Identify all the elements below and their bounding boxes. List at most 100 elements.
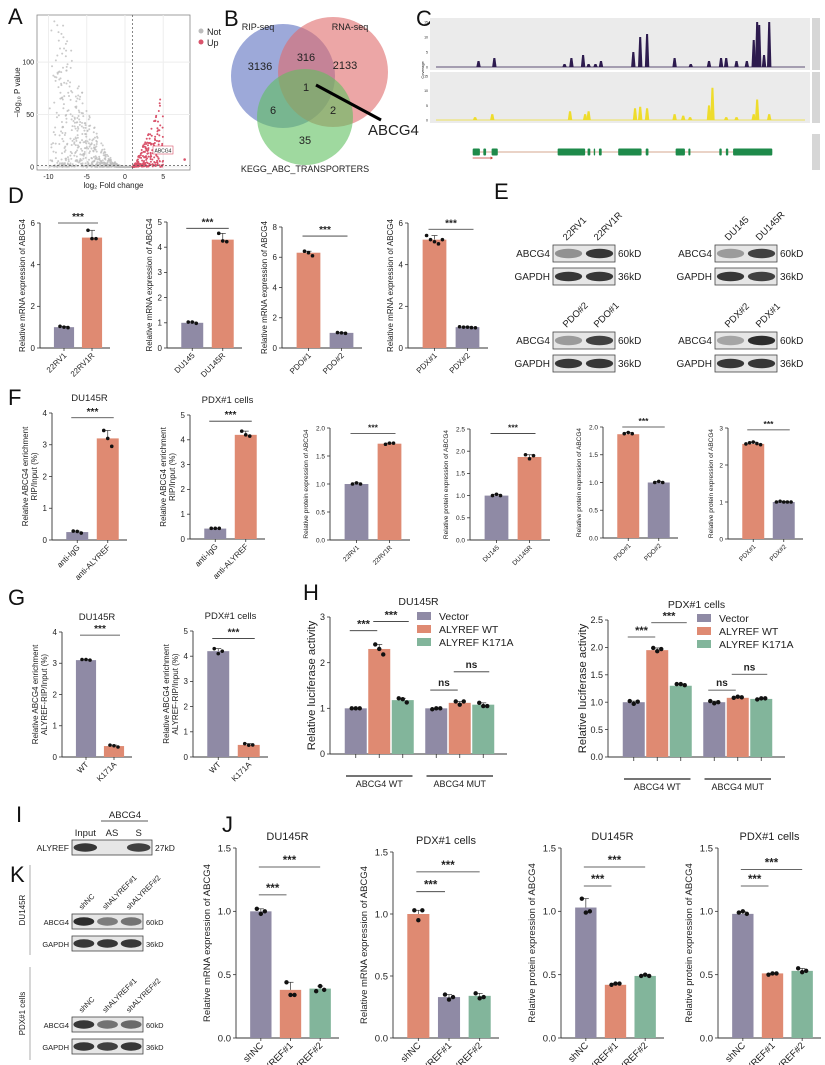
point-not — [81, 133, 84, 136]
point-not — [63, 163, 66, 166]
group-label: ABCG4 WT — [356, 779, 404, 789]
point-not — [78, 98, 81, 101]
data-point — [766, 972, 771, 977]
chart-f-8: 0.0 0.5 1.0 1.5 2.0 Relative protein expressi… — [576, 416, 678, 562]
data-point — [457, 324, 462, 329]
point-not — [78, 123, 81, 126]
point-not — [74, 95, 77, 98]
data-point — [803, 968, 809, 974]
bar — [750, 698, 773, 757]
point-not — [81, 153, 84, 156]
point-not — [84, 156, 87, 159]
y-axis-label: Relative mRNA expression of ABCG4 — [260, 220, 269, 353]
point-not — [72, 138, 75, 141]
data-point — [736, 910, 742, 915]
data-point — [781, 500, 786, 504]
point-up — [161, 115, 164, 118]
bar — [296, 252, 321, 348]
region-count: 6 — [270, 105, 276, 117]
point-not — [51, 65, 54, 68]
point-not — [50, 29, 53, 32]
chart-title: PDX#1 cells — [205, 611, 257, 622]
coverage-peak — [562, 64, 567, 67]
significance-label: ns — [716, 678, 728, 689]
point-not — [59, 77, 62, 80]
y-tick-label: 4 — [158, 243, 163, 252]
point-not — [95, 143, 98, 146]
bar — [669, 685, 692, 757]
y-tick-label: 8 — [273, 223, 278, 232]
coverage-peak — [744, 61, 750, 67]
lane-label: PDO#1 — [592, 300, 622, 330]
band — [554, 248, 583, 259]
data-point — [622, 431, 627, 436]
point-not — [84, 132, 87, 135]
data-point — [288, 992, 293, 998]
point-not — [57, 39, 60, 42]
bar — [437, 997, 461, 1038]
x-tick-label: anti-IgG — [193, 542, 219, 568]
significance-label: *** — [608, 855, 622, 867]
point-up — [159, 165, 162, 168]
chart-g-10: 0 1 2 3 4 Relative ABCG4 enrichment ALYREF-RIP… — [31, 612, 132, 783]
point-not — [60, 32, 63, 35]
significance-label: *** — [748, 874, 762, 886]
significance-label: *** — [385, 610, 399, 622]
data-point — [587, 909, 593, 914]
point-not — [93, 144, 96, 147]
size-label: 36kD — [146, 940, 164, 949]
point-not — [76, 149, 79, 152]
x-tick-label: WT — [75, 760, 90, 775]
band — [554, 335, 583, 346]
point-not — [63, 147, 66, 150]
band — [747, 358, 776, 369]
point-up — [137, 160, 140, 163]
data-point — [105, 436, 110, 441]
data-point — [434, 706, 439, 711]
point-not — [83, 129, 86, 132]
bar — [468, 995, 491, 1038]
point-not — [98, 158, 101, 161]
coverage-peak — [724, 117, 729, 120]
y-axis-label: Relative protein expression of ABCG4 — [576, 428, 583, 537]
protein-label: GAPDH — [42, 1043, 69, 1052]
point-not — [112, 165, 115, 168]
x-tick-label: PDX#1 — [738, 543, 758, 563]
point-not — [58, 165, 61, 168]
data-point — [751, 440, 756, 444]
point-not — [61, 152, 64, 155]
point-not — [106, 161, 109, 164]
y-tick-label: 2 — [43, 472, 48, 481]
point-up — [153, 161, 156, 164]
data-point — [335, 330, 340, 335]
point-not — [64, 114, 67, 117]
band — [120, 939, 142, 948]
point-not — [77, 161, 80, 164]
y-tick-label: 0 — [158, 344, 163, 353]
bar — [344, 484, 369, 540]
significance-label: *** — [441, 860, 455, 872]
point-not — [67, 158, 70, 161]
point-not — [73, 121, 76, 124]
bar — [75, 660, 97, 757]
legend-dot — [198, 28, 204, 34]
point-not — [94, 148, 97, 151]
bar — [772, 502, 795, 539]
point-not — [84, 124, 87, 127]
significance-label: *** — [591, 874, 605, 886]
y-tick-label: 4 — [184, 652, 189, 661]
point-up — [139, 154, 142, 157]
point-not — [100, 142, 103, 145]
y-tick-label: 1.5 — [589, 452, 598, 459]
data-point — [744, 911, 750, 917]
point-not — [71, 125, 74, 128]
point-not — [76, 121, 79, 124]
point-not — [77, 85, 80, 88]
point-not — [65, 157, 68, 160]
point-up — [136, 159, 139, 162]
point-not — [90, 161, 93, 164]
protein-label: ALYREF — [37, 843, 69, 853]
point-up — [157, 120, 160, 123]
point-not — [54, 142, 57, 145]
data-point — [84, 657, 88, 662]
